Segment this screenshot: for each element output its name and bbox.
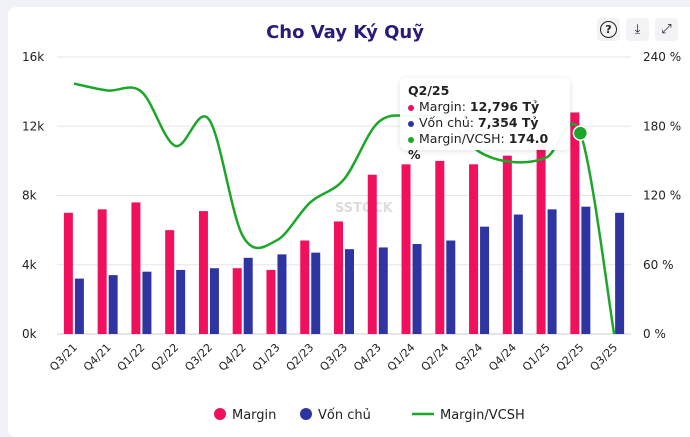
bar-margin [300, 240, 310, 334]
x-tick-label: Q1/22 [115, 341, 148, 374]
right-tick-label: 240 % [643, 50, 681, 64]
tooltip-value: 7,354 Tỷ [478, 115, 539, 130]
left-tick-label: 0k [22, 327, 37, 341]
tooltip: Q2/25 Margin: 12,796 Tỷ Vốn chủ: 7,354 T… [400, 78, 570, 162]
x-tick-label: Q3/24 [452, 341, 485, 374]
legend-item: Margin/VCSH [440, 408, 525, 423]
x-tick-label: Q1/23 [250, 341, 283, 374]
x-tick-label: Q1/24 [385, 341, 418, 374]
highlight-point [572, 125, 589, 141]
bar-equity [513, 214, 523, 334]
x-tick-label: Q4/22 [216, 341, 249, 374]
bar-margin [570, 112, 580, 334]
download-icon[interactable]: ⤓ [626, 18, 649, 41]
x-tick-label: Q1/25 [520, 341, 553, 374]
bar-margin [131, 202, 141, 334]
help-glyph: ? [600, 21, 617, 38]
bar-equity [176, 269, 186, 334]
bar-margin [536, 143, 546, 334]
x-tick-label: Q2/25 [554, 341, 587, 374]
tooltip-label: Margin: [419, 99, 466, 114]
left-tick-label: 8k [22, 189, 37, 203]
bar-equity [615, 212, 625, 334]
left-tick-label: 12k [22, 119, 44, 133]
bar-margin [401, 164, 411, 334]
tooltip-value: 12,796 Tỷ [469, 99, 540, 114]
x-tick-label: Q2/24 [419, 341, 452, 374]
legend-item: Margin [232, 408, 276, 423]
x-tick-label: Q3/22 [182, 341, 215, 374]
x-tick-label: Q3/21 [47, 341, 80, 374]
watermark: SSTOCK [335, 201, 394, 216]
bar-equity [412, 243, 422, 334]
bar-equity [345, 249, 354, 334]
bar-equity [480, 226, 490, 334]
x-tick-label: Q4/21 [81, 341, 114, 374]
bar-equity [243, 257, 253, 334]
bar-equity [311, 252, 321, 334]
bar-equity [74, 278, 84, 334]
legend-marker-icon [214, 408, 226, 420]
bar-equity [277, 254, 287, 334]
right-tick-label: 120 % [643, 189, 681, 203]
bar-equity [209, 268, 219, 334]
right-tick-label: 60 % [643, 258, 674, 272]
bar-equity [108, 275, 118, 334]
bar-equity [378, 247, 388, 334]
bar-margin [97, 209, 107, 334]
expand-icon[interactable]: ⤢ [655, 18, 678, 41]
line-margin-vcsh [73, 82, 616, 335]
left-tick-label: 4k [22, 258, 37, 272]
x-tick-label: Q4/23 [351, 341, 384, 374]
bar-equity [547, 209, 557, 334]
x-tick-label: Q3/25 [587, 341, 620, 374]
margin-dot-icon [408, 104, 414, 111]
tooltip-row-margin: Margin: 12,796 Tỷ [408, 99, 562, 115]
bar-margin [469, 164, 479, 334]
x-tick-label: Q4/24 [486, 341, 519, 374]
x-tick-label: Q2/22 [149, 341, 182, 374]
chart-title: Cho Vay Ký Quỹ [266, 22, 424, 43]
bar-margin [198, 211, 208, 334]
bar-margin [266, 269, 276, 334]
bar-equity [581, 206, 591, 334]
ratio-dot-icon [408, 136, 414, 143]
tooltip-label: Margin/VCSH: [419, 131, 505, 146]
bar-margin [63, 212, 73, 334]
bar-margin [502, 155, 512, 334]
bar-margin [232, 268, 242, 334]
equity-dot-icon [408, 120, 414, 127]
legend-marker-icon [300, 408, 312, 420]
bar-equity [446, 240, 456, 334]
help-icon[interactable]: ? [597, 18, 620, 41]
tooltip-title: Q2/25 [408, 83, 450, 98]
x-tick-label: Q3/23 [317, 341, 350, 374]
chart-svg: 0k 0 % 4k 60 % 8k 120 % 12k 180 % 16k 240 % SSTOCK… [22, 50, 681, 423]
right-tick-label: 0 % [643, 327, 666, 341]
bar-margin [435, 160, 445, 334]
tooltip-row-equity: Vốn chủ: 7,354 Tỷ [408, 115, 562, 131]
right-tick-label: 180 % [643, 119, 681, 133]
tooltip-label: Vốn chủ: [419, 115, 475, 130]
bar-margin [334, 221, 343, 334]
left-tick-label: 16k [22, 50, 44, 64]
bar-margin [165, 230, 175, 334]
bar-margin [367, 174, 377, 334]
tooltip-value: 174.0 % [408, 131, 549, 162]
x-tick-label: Q2/23 [284, 341, 317, 374]
bar-equity [142, 271, 152, 334]
tooltip-row-ratio: Margin/VCSH: 174.0 % [408, 131, 562, 163]
legend-item: Vốn chủ [318, 408, 371, 423]
